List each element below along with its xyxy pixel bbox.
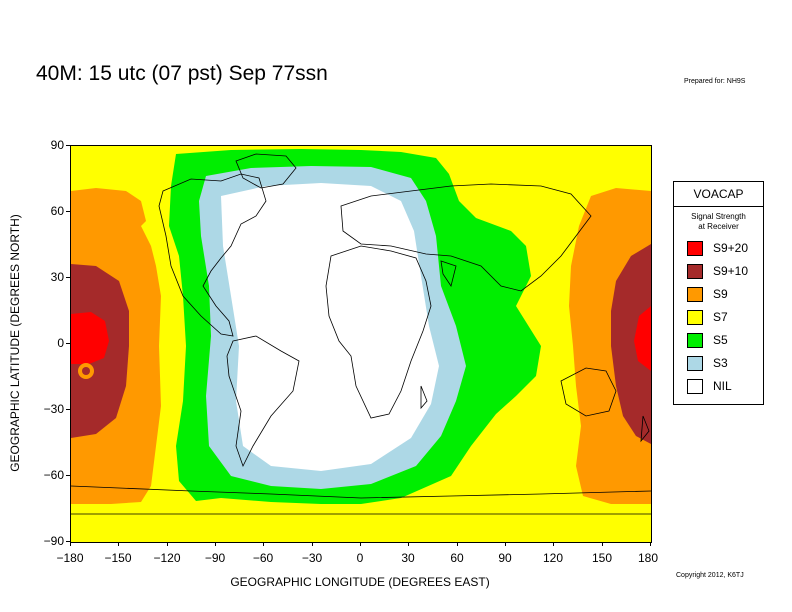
legend: VOACAP Signal Strength at Receiver S9+20… [673, 181, 764, 405]
legend-title: VOACAP [674, 182, 763, 207]
y-tick-mark [66, 343, 70, 344]
legend-item: S3 [687, 356, 763, 371]
x-tick-mark [167, 542, 168, 546]
legend-swatch [687, 264, 703, 279]
y-tick-label: −90 [43, 534, 64, 548]
x-tick-mark [408, 542, 409, 546]
legend-label: NIL [713, 379, 732, 393]
map-title: 40M: 15 utc (07 pst) Sep 77ssn [36, 62, 328, 85]
legend-swatch [687, 241, 703, 256]
legend-subtitle-line: Signal Strength [691, 212, 746, 221]
y-tick-label: 90 [50, 138, 64, 152]
y-tick-label: −30 [43, 402, 64, 416]
x-tick-label: 180 [637, 551, 659, 565]
x-tick-mark [70, 542, 71, 546]
x-tick-label: 60 [450, 551, 464, 565]
legend-subtitle-line: at Receiver [698, 222, 739, 231]
legend-label: S9+10 [713, 264, 749, 278]
y-tick-label: 30 [50, 270, 64, 284]
y-tick-label: −60 [43, 468, 64, 482]
coverage-map-svg [71, 146, 651, 542]
coastlines [71, 153, 651, 515]
s9plus10-zone-east [611, 244, 651, 444]
x-tick-label: −30 [301, 551, 323, 565]
legend-label: S3 [713, 356, 728, 370]
x-tick-label: −180 [56, 551, 84, 565]
y-tick-mark [66, 541, 70, 542]
legend-swatch [687, 287, 703, 302]
legend-item: S7 [687, 310, 763, 325]
legend-item: S5 [687, 333, 763, 348]
y-tick-mark [66, 145, 70, 146]
legend-label: S9 [713, 287, 728, 301]
y-axis-label: GEOGRAPHIC LATITUDE (DEGREES NORTH) [8, 214, 22, 472]
x-tick-mark [215, 542, 216, 546]
y-tick-label: 0 [57, 336, 64, 350]
x-tick-label: 0 [356, 551, 364, 565]
prepared-for-note: Prepared for: NH9S [684, 78, 746, 85]
x-tick-label: −120 [153, 551, 181, 565]
x-tick-label: 150 [591, 551, 613, 565]
x-tick-label: −90 [204, 551, 226, 565]
coverage-map [70, 145, 652, 543]
legend-label: S5 [713, 333, 728, 347]
y-tick-mark [66, 475, 70, 476]
x-tick-label: 120 [542, 551, 564, 565]
x-tick-mark [312, 542, 313, 546]
x-tick-label: −60 [252, 551, 274, 565]
legend-swatch [687, 310, 703, 325]
x-tick-mark [457, 542, 458, 546]
legend-swatch [687, 333, 703, 348]
legend-swatch [687, 379, 703, 394]
y-tick-mark [66, 409, 70, 410]
s9plus20-zone-east [634, 306, 651, 371]
legend-item: NIL [687, 379, 763, 394]
legend-label: S9+20 [713, 241, 749, 255]
x-axis-label: GEOGRAPHIC LONGITUDE (DEGREES EAST) [230, 575, 490, 589]
x-tick-mark [360, 542, 361, 546]
x-tick-mark [505, 542, 506, 546]
legend-swatch [687, 356, 703, 371]
x-tick-mark [553, 542, 554, 546]
s9plus20-zone-west [71, 312, 109, 364]
y-tick-label: 60 [50, 204, 64, 218]
x-tick-label: 30 [401, 551, 415, 565]
y-tick-mark [66, 211, 70, 212]
copyright-note: Copyright 2012, K6TJ [676, 572, 744, 579]
x-tick-label: −150 [104, 551, 132, 565]
x-tick-mark [263, 542, 264, 546]
legend-item: S9 [687, 287, 763, 302]
x-tick-mark [650, 542, 651, 546]
y-tick-mark [66, 277, 70, 278]
x-tick-label: 90 [498, 551, 512, 565]
x-tick-mark [118, 542, 119, 546]
legend-item: S9+20 [687, 241, 763, 256]
legend-subtitle: Signal Strength at Receiver [674, 212, 763, 232]
legend-label: S7 [713, 310, 728, 324]
x-tick-mark [602, 542, 603, 546]
nil-zone [221, 183, 439, 471]
legend-item: S9+10 [687, 264, 763, 279]
s9plus10-spot-west [82, 367, 90, 375]
